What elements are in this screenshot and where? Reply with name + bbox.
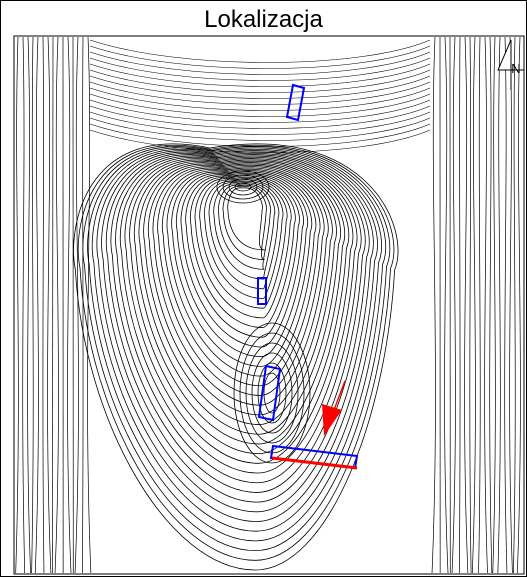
contour-line (89, 111, 431, 135)
contour-line (245, 342, 299, 444)
contour-line (27, 36, 31, 574)
contour-line (444, 36, 449, 574)
map-title: Lokalizacja (204, 6, 323, 33)
contour-line (129, 159, 350, 455)
contour-line (133, 161, 346, 445)
contour-line (451, 36, 456, 574)
contour-line (89, 87, 431, 111)
marker-rectangle-3[interactable] (257, 364, 282, 422)
contour-line (203, 180, 284, 299)
north-arrow-icon (497, 39, 524, 90)
contour-line (509, 36, 513, 574)
contour-line (124, 158, 354, 464)
contour-line (504, 36, 508, 574)
contour-line (478, 36, 481, 574)
contour-line (89, 117, 431, 141)
contour-line (89, 129, 431, 153)
contour-line (96, 150, 378, 522)
contour-line (208, 182, 280, 290)
contour-line (89, 99, 431, 123)
contour-line (138, 162, 341, 435)
contour-line (89, 69, 431, 93)
direction-arrow-icon (322, 380, 346, 436)
contour-line (105, 152, 370, 503)
contour-line (87, 36, 92, 574)
north-label: N (511, 61, 521, 76)
contour-line (101, 151, 374, 513)
contour-line (67, 36, 72, 574)
contour-line (492, 36, 496, 574)
contour-line (47, 36, 52, 574)
contour-line (54, 36, 59, 574)
contour-line (471, 36, 476, 574)
contour-line (89, 81, 431, 105)
contour-line (82, 146, 391, 552)
contour-line (194, 178, 292, 319)
contour-line (89, 57, 431, 81)
contour-line (189, 176, 296, 328)
contour-line (257, 362, 287, 424)
contour-line (89, 93, 431, 117)
marker-rectangle-1[interactable] (285, 83, 306, 122)
contour-line (233, 322, 311, 464)
contour-line (469, 36, 472, 574)
contour-line (251, 352, 293, 434)
contour-line (81, 36, 84, 574)
contour-line (166, 170, 317, 377)
contour-line (185, 175, 300, 338)
contour-line (89, 123, 431, 147)
contour-line (234, 182, 252, 192)
contour-line (489, 36, 493, 574)
contour-line (15, 36, 19, 574)
contour-lines (15, 36, 521, 574)
contour-line (73, 143, 399, 571)
contour-line (497, 36, 501, 574)
contour-line (89, 39, 431, 63)
contour-line (216, 170, 270, 204)
contour-line (228, 178, 258, 196)
marker-rectangle-2[interactable] (257, 277, 267, 305)
contour-line (89, 75, 431, 99)
contour-line (176, 172, 308, 358)
contour-line (213, 183, 276, 280)
contour-line (74, 36, 79, 574)
map-inner-border (13, 35, 525, 575)
contour-line (161, 168, 321, 387)
contour-line (77, 144, 395, 561)
contour-line (484, 36, 488, 574)
contour-line (34, 36, 39, 574)
contour-line (222, 186, 267, 261)
contour-line (222, 174, 264, 200)
contour-line (91, 148, 382, 532)
contour-line (110, 154, 366, 493)
contour-line (89, 45, 431, 69)
contour-line (31, 36, 34, 574)
contour-line (42, 36, 45, 574)
contour-line (89, 105, 431, 129)
contour-line (22, 36, 26, 574)
contour-line (89, 51, 431, 75)
contour-line (431, 36, 436, 574)
contour-line (89, 63, 431, 87)
contour-line (517, 36, 521, 574)
contour-line (263, 372, 281, 414)
contour-line (199, 179, 288, 309)
profile-line[interactable] (271, 456, 358, 470)
contour-line (119, 156, 358, 474)
contour-line (217, 185, 272, 270)
contour-line (458, 36, 461, 574)
contour-line (464, 36, 469, 574)
contour-line (171, 171, 313, 367)
contour-line (513, 36, 516, 574)
contour-line (115, 155, 362, 484)
contour-line (157, 167, 325, 396)
